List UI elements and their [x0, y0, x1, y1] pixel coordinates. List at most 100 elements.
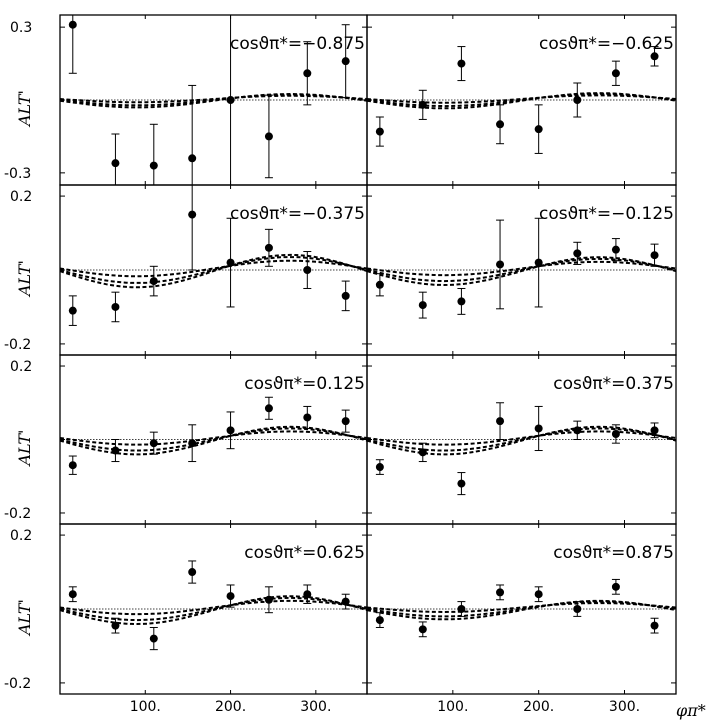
model-curve-1	[59, 596, 368, 622]
data-point	[573, 426, 582, 435]
data-point	[68, 590, 77, 599]
data-point	[111, 621, 120, 630]
panel-label: cosϑπ*=0.875	[553, 543, 674, 563]
data-point	[341, 291, 350, 300]
data-point	[188, 210, 197, 219]
model-curve-1	[59, 256, 368, 284]
data-point	[264, 595, 273, 604]
model-curve-2	[366, 260, 677, 277]
model-curve-1	[59, 427, 368, 452]
data-point	[303, 590, 312, 599]
data-point	[303, 413, 312, 422]
panel-5: cosϑπ*=0.125 0.2 -0.2 ALT'	[4, 354, 368, 525]
data-point	[418, 448, 427, 457]
data-point	[68, 306, 77, 315]
panels-group: cosϑπ*=−0.875 0.3 -0.3 ALT' cosϑπ*=−0.625 cos…	[4, 14, 677, 715]
data-point	[611, 69, 620, 78]
y-axis-label: ALT'	[15, 90, 34, 128]
data-point	[149, 277, 158, 286]
data-point	[341, 417, 350, 426]
data-point	[149, 161, 158, 170]
x-tick-label: 300.	[300, 699, 331, 715]
y-tick-label: 0.2	[10, 528, 32, 544]
data-point	[534, 590, 543, 599]
data-point	[226, 426, 235, 435]
data-point	[650, 621, 659, 630]
data-point	[496, 588, 505, 597]
model-curve-2	[366, 430, 677, 446]
data-point	[418, 301, 427, 310]
panel-1: cosϑπ*=−0.875 0.3 -0.3 ALT'	[4, 14, 368, 186]
data-point	[611, 245, 620, 254]
model-curve-2	[366, 94, 677, 104]
data-point	[68, 461, 77, 470]
data-point	[611, 429, 620, 438]
x-tick-label: 200.	[523, 699, 554, 715]
y-tick-label: -0.2	[4, 676, 31, 692]
model-curve-1	[366, 427, 677, 452]
model-curve-2	[59, 259, 368, 278]
data-point	[496, 417, 505, 426]
data-point	[573, 249, 582, 258]
data-point	[264, 243, 273, 252]
panel-8: cosϑπ*=0.875	[366, 523, 677, 695]
y-tick-label: -0.2	[4, 506, 31, 522]
x-tick-label: 300.	[609, 699, 640, 715]
x-tick-label: 200.	[215, 699, 246, 715]
data-point	[418, 625, 427, 634]
panel-label: cosϑπ*=−0.875	[230, 34, 365, 54]
data-point	[573, 96, 582, 104]
y-axis-label: ALT'	[15, 260, 34, 298]
y-tick-label: 0.2	[10, 359, 32, 375]
model-curve-3	[59, 595, 368, 626]
y-tick-label: 0.2	[10, 189, 32, 205]
data-point	[650, 52, 659, 61]
data-point	[534, 424, 543, 433]
data-point	[375, 127, 384, 136]
data-point	[534, 258, 543, 267]
data-point	[496, 120, 505, 129]
data-point	[111, 159, 120, 168]
data-point	[457, 479, 466, 488]
model-curve-1	[366, 257, 677, 283]
panel-label: cosϑπ*=0.625	[244, 543, 365, 563]
data-point	[611, 582, 620, 591]
data-point	[496, 260, 505, 269]
panel-label: cosϑπ*=0.375	[553, 374, 674, 394]
panel-label: cosϑπ*=−0.625	[539, 34, 674, 54]
data-point	[457, 59, 466, 68]
data-point	[303, 69, 312, 78]
data-point	[650, 426, 659, 435]
data-point	[226, 592, 235, 601]
y-tick-label: -0.2	[4, 337, 31, 353]
panel-3: cosϑπ*=−0.375 0.2 -0.2 ALT'	[4, 184, 368, 356]
data-point	[149, 634, 158, 643]
model-curve-3	[366, 599, 677, 621]
panel-2: cosϑπ*=−0.625	[366, 14, 677, 186]
data-point	[303, 266, 312, 274]
data-point	[457, 605, 466, 613]
model-curve-2	[59, 94, 368, 104]
model-curve-3	[59, 92, 368, 109]
data-point	[188, 439, 197, 448]
panel-label: cosϑπ*=0.125	[244, 374, 365, 394]
data-point	[341, 597, 350, 606]
data-point	[264, 404, 273, 413]
model-curve-2	[366, 602, 677, 614]
y-tick-label: -0.3	[4, 166, 31, 182]
data-point	[375, 616, 384, 625]
model-curve-3	[366, 256, 677, 287]
x-axis-label: φπ*	[676, 701, 706, 720]
data-point	[264, 132, 273, 141]
data-point	[111, 446, 120, 455]
model-curve-3	[366, 425, 677, 456]
panel-4: cosϑπ*=−0.125	[366, 184, 677, 356]
data-point	[418, 100, 427, 109]
model-curve-3	[59, 253, 368, 289]
x-tick-label: 100.	[130, 699, 161, 715]
data-point	[226, 258, 235, 267]
x-tick-label: 100.	[437, 699, 468, 715]
data-point	[375, 463, 384, 472]
data-point	[188, 154, 197, 163]
data-point	[188, 568, 197, 577]
